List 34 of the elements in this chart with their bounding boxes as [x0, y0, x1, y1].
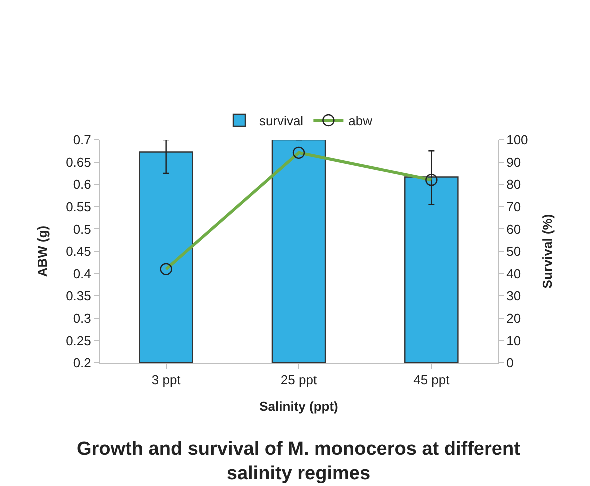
y-tick-label: 0.6 — [73, 177, 92, 192]
y-tick-label: 0.3 — [73, 310, 92, 326]
y2-tick-label: 0 — [506, 356, 514, 371]
y-tick-label: 0.4 — [73, 266, 92, 282]
x-tick-label: 25 ppt — [280, 372, 318, 388]
bar — [139, 152, 194, 363]
y2-tick-label: 70 — [506, 199, 522, 214]
y2-tick-label: 80 — [506, 177, 522, 192]
y-tick-label: 0.2 — [73, 356, 92, 371]
y2-tick-label: 60 — [506, 222, 522, 237]
legend-label: abw — [348, 114, 374, 129]
x-axis-title: Salinity (ppt) — [260, 399, 338, 414]
y-tick-label: 0.45 — [66, 244, 92, 260]
y2-tick-label: 10 — [506, 333, 522, 348]
legend-label: survival — [260, 114, 304, 129]
y2-tick-label: 50 — [506, 244, 522, 260]
y2-tick-label: 40 — [506, 266, 522, 282]
y-tick-label: 0.7 — [73, 132, 92, 148]
text: Growth and survival of M. monoceros at different salinity regimes — [77, 439, 522, 485]
x-tick-label: 3 ppt — [152, 372, 182, 388]
y2-tick-label: 20 — [506, 310, 522, 326]
y2-axis-title: Survival (%) — [540, 214, 555, 289]
y-axis-title: ABW (g) — [35, 226, 50, 278]
y2-tick-label: 100 — [506, 132, 528, 148]
bar — [404, 176, 459, 363]
y-tick-label: 0.55 — [66, 199, 92, 214]
y2-tick-label: 90 — [506, 154, 522, 170]
bar — [272, 140, 326, 363]
y-tick-label: 0.5 — [73, 222, 92, 237]
y-tick-label: 0.65 — [66, 154, 92, 170]
y-tick-label: 0.25 — [66, 333, 92, 348]
y2-tick-label: 30 — [506, 288, 522, 304]
x-tick-label: 45 ppt — [414, 372, 450, 388]
y-tick-label: 0.35 — [66, 288, 92, 304]
